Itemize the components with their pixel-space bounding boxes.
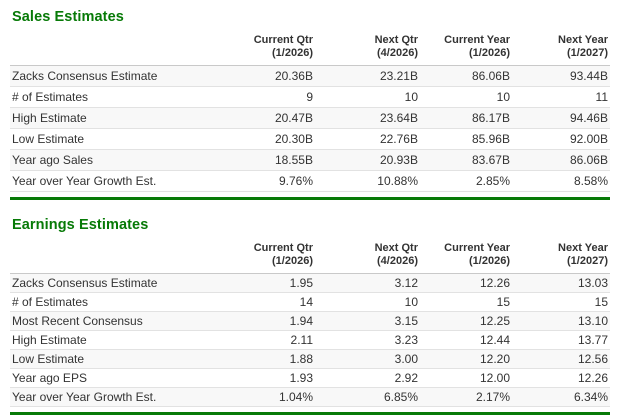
cell-value: 13.77 <box>512 330 610 350</box>
cell-value: 1.94 <box>230 311 315 331</box>
column-header: Current Qtr (1/2026) <box>230 32 315 66</box>
table-row: Low Estimate 20.30B 22.76B 85.96B 92.00B <box>10 128 610 150</box>
cell-value: 13.03 <box>512 273 610 293</box>
row-label: Year over Year Growth Est. <box>10 387 230 407</box>
cell-value: 8.58% <box>512 170 610 192</box>
column-header: Next Year (1/2027) <box>512 240 610 274</box>
row-label: Year ago Sales <box>10 149 230 171</box>
row-label: # of Estimates <box>10 292 230 312</box>
cell-value: 12.44 <box>420 330 512 350</box>
row-label: Zacks Consensus Estimate <box>10 65 230 87</box>
cell-value: 85.96B <box>420 128 512 150</box>
cell-value: 12.25 <box>420 311 512 331</box>
cell-value: 10 <box>420 86 512 108</box>
sales-estimates-section: Sales Estimates Current Qtr (1/2026) Next … <box>10 0 610 200</box>
table-row: High Estimate 2.11 3.23 12.44 13.77 <box>10 330 610 350</box>
cell-value: 3.00 <box>315 349 420 369</box>
cell-value: 20.47B <box>230 107 315 129</box>
table-row: Zacks Consensus Estimate 20.36B 23.21B 86.0… <box>10 65 610 87</box>
section-divider-rule <box>10 412 610 415</box>
cell-value: 94.46B <box>512 107 610 129</box>
cell-value: 10.88% <box>315 170 420 192</box>
cell-value: 13.10 <box>512 311 610 331</box>
cell-value: 12.26 <box>512 368 610 388</box>
cell-value: 2.92 <box>315 368 420 388</box>
corner-cell <box>10 32 230 66</box>
row-label: Year ago EPS <box>10 368 230 388</box>
cell-value: 3.23 <box>315 330 420 350</box>
table-row: Year ago Sales 18.55B 20.93B 83.67B 86.06B <box>10 149 610 171</box>
cell-value: 23.64B <box>315 107 420 129</box>
cell-value: 12.26 <box>420 273 512 293</box>
row-label: Zacks Consensus Estimate <box>10 273 230 293</box>
column-header: Next Year (1/2027) <box>512 32 610 66</box>
cell-value: 1.95 <box>230 273 315 293</box>
column-header: Next Qtr (4/2026) <box>315 240 420 274</box>
cell-value: 15 <box>512 292 610 312</box>
table-row: Zacks Consensus Estimate 1.95 3.12 12.26 13.… <box>10 273 610 293</box>
cell-value: 20.36B <box>230 65 315 87</box>
cell-value: 14 <box>230 292 315 312</box>
cell-value: 18.55B <box>230 149 315 171</box>
table-row: # of Estimates 9 10 10 11 <box>10 86 610 108</box>
cell-value: 10 <box>315 292 420 312</box>
row-label: Most Recent Consensus <box>10 311 230 331</box>
cell-value: 2.85% <box>420 170 512 192</box>
cell-value: 3.15 <box>315 311 420 331</box>
cell-value: 83.67B <box>420 149 512 171</box>
table-row: High Estimate 20.47B 23.64B 86.17B 94.46B <box>10 107 610 129</box>
column-header-row: Current Qtr (1/2026) Next Qtr (4/2026) Curre… <box>10 32 610 66</box>
cell-value: 9.76% <box>230 170 315 192</box>
corner-cell <box>10 240 230 274</box>
cell-value: 86.06B <box>420 65 512 87</box>
column-header-row: Current Qtr (1/2026) Next Qtr (4/2026) Curre… <box>10 240 610 274</box>
sales-estimates-title: Sales Estimates <box>12 9 124 25</box>
cell-value: 20.93B <box>315 149 420 171</box>
cell-value: 12.20 <box>420 349 512 369</box>
cell-value: 1.93 <box>230 368 315 388</box>
cell-value: 92.00B <box>512 128 610 150</box>
cell-value: 86.17B <box>420 107 512 129</box>
cell-value: 2.11 <box>230 330 315 350</box>
earnings-estimates-section: Earnings Estimates Current Qtr (1/2026) Ne… <box>10 200 610 415</box>
cell-value: 22.76B <box>315 128 420 150</box>
table-row: Year over Year Growth Est. 1.04% 6.85% 2.17… <box>10 387 610 407</box>
table-row: Year ago EPS 1.93 2.92 12.00 12.26 <box>10 368 610 388</box>
cell-value: 6.85% <box>315 387 420 407</box>
cell-value: 1.88 <box>230 349 315 369</box>
column-header: Current Year (1/2026) <box>420 32 512 66</box>
row-label: Low Estimate <box>10 349 230 369</box>
cell-value: 10 <box>315 86 420 108</box>
cell-value: 86.06B <box>512 149 610 171</box>
column-header: Current Qtr (1/2026) <box>230 240 315 274</box>
cell-value: 93.44B <box>512 65 610 87</box>
cell-value: 12.56 <box>512 349 610 369</box>
column-header: Next Qtr (4/2026) <box>315 32 420 66</box>
row-label: # of Estimates <box>10 86 230 108</box>
cell-value: 3.12 <box>315 273 420 293</box>
cell-value: 15 <box>420 292 512 312</box>
table-row: Most Recent Consensus 1.94 3.15 12.25 13.10 <box>10 311 610 331</box>
cell-value: 23.21B <box>315 65 420 87</box>
earnings-estimates-table: Current Qtr (1/2026) Next Qtr (4/2026) Curre… <box>10 240 610 407</box>
row-label: High Estimate <box>10 107 230 129</box>
section-divider-rule <box>10 197 610 200</box>
cell-value: 1.04% <box>230 387 315 407</box>
table-row: # of Estimates 14 10 15 15 <box>10 292 610 312</box>
row-label: Year over Year Growth Est. <box>10 170 230 192</box>
row-label: Low Estimate <box>10 128 230 150</box>
cell-value: 6.34% <box>512 387 610 407</box>
sales-estimates-table: Current Qtr (1/2026) Next Qtr (4/2026) Curre… <box>10 32 610 192</box>
cell-value: 20.30B <box>230 128 315 150</box>
row-label: High Estimate <box>10 330 230 350</box>
table-row: Year over Year Growth Est. 9.76% 10.88% 2.8… <box>10 170 610 192</box>
cell-value: 9 <box>230 86 315 108</box>
cell-value: 11 <box>512 86 610 108</box>
cell-value: 2.17% <box>420 387 512 407</box>
table-row: Low Estimate 1.88 3.00 12.20 12.56 <box>10 349 610 369</box>
column-header: Current Year (1/2026) <box>420 240 512 274</box>
cell-value: 12.00 <box>420 368 512 388</box>
earnings-estimates-title: Earnings Estimates <box>12 217 149 233</box>
